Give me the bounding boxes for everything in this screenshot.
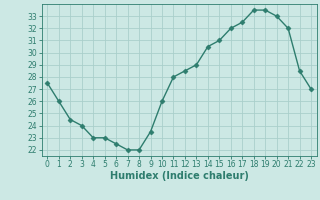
X-axis label: Humidex (Indice chaleur): Humidex (Indice chaleur) <box>110 171 249 181</box>
